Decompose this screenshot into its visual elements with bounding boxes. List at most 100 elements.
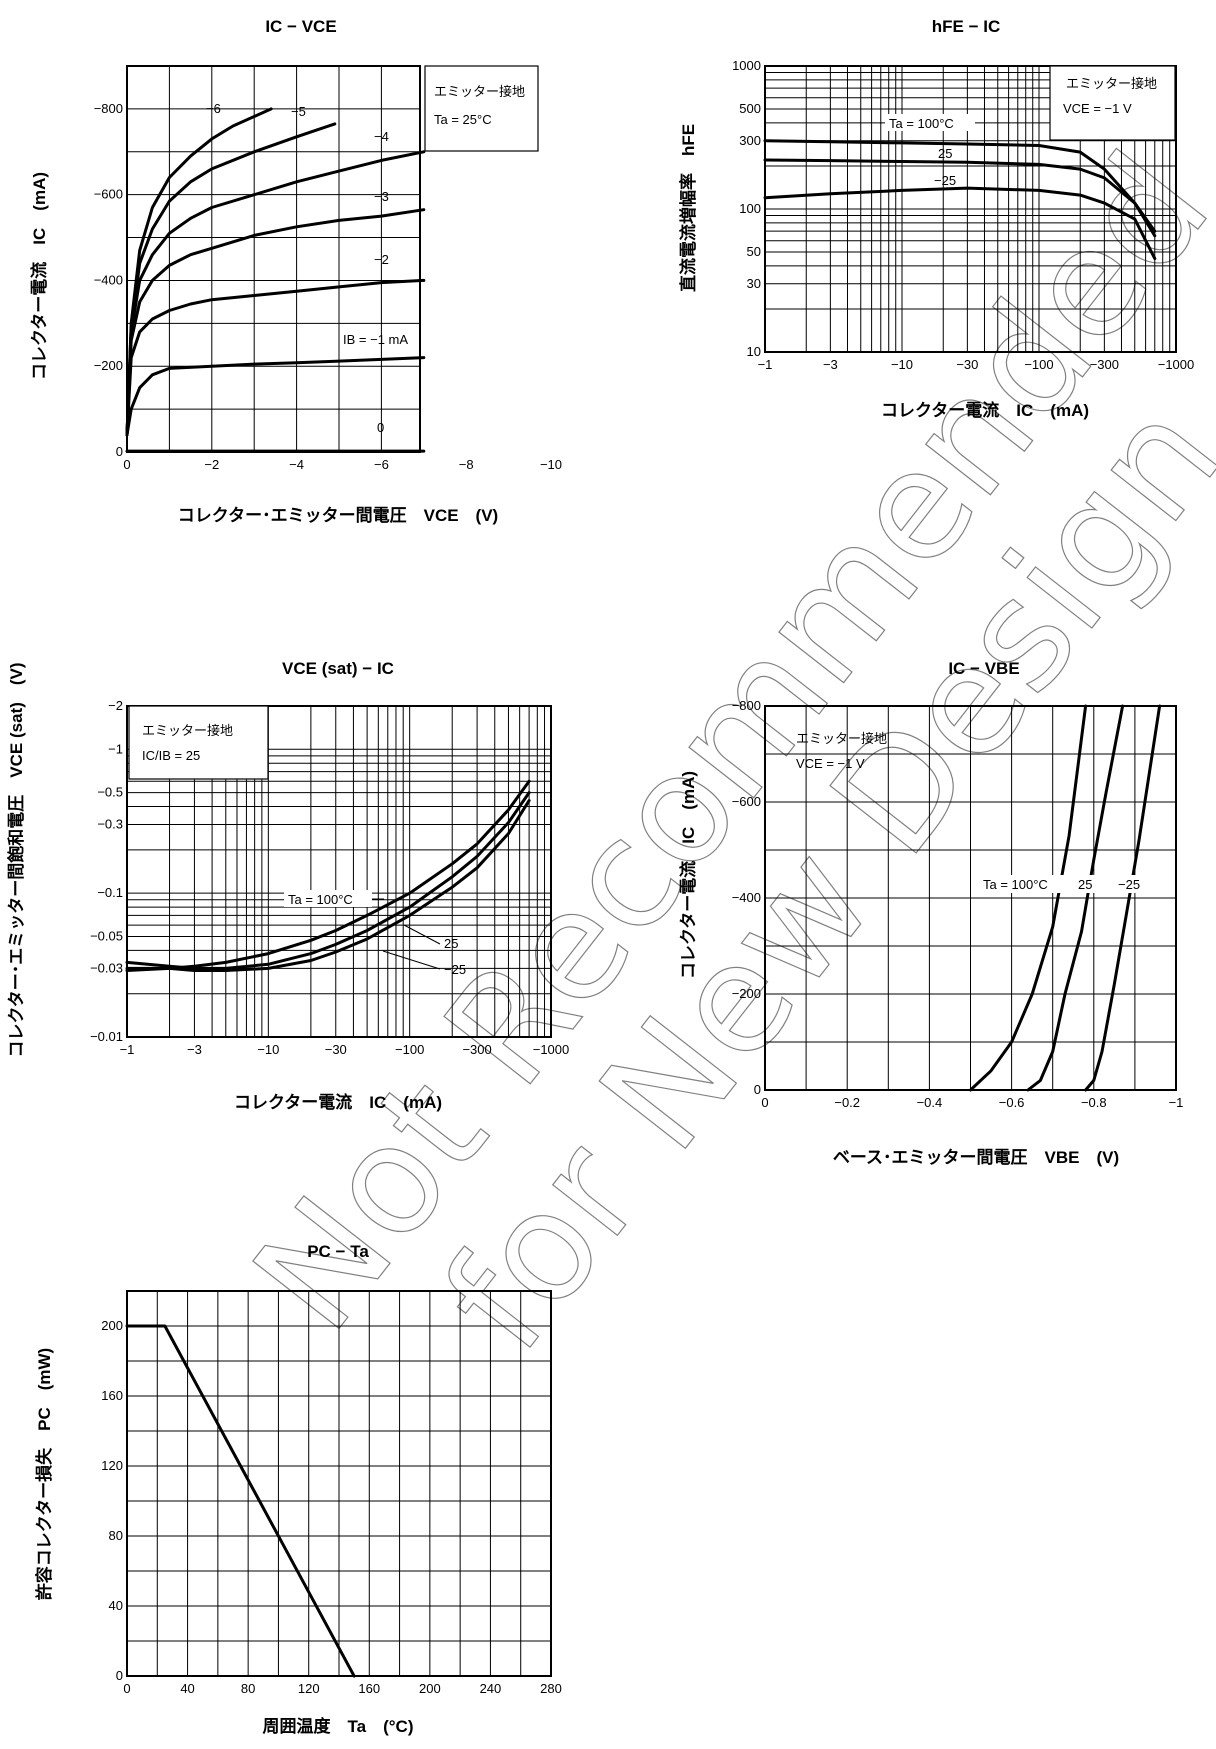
series-label-100: Ta = 100°C: [889, 116, 954, 131]
y-axis-label: 許容コレクター損失 PC (mW): [34, 1348, 54, 1600]
chart-grid: [126, 1290, 552, 1677]
legend-box: [128, 705, 269, 780]
x-tick-label: −1: [1169, 1095, 1184, 1110]
chart-hfe-ic: hFE − IC −1 −3 −10 −30 −100 −300 −1000 10 30 50 10…: [678, 17, 1194, 420]
y-tick-label: 0: [116, 444, 123, 459]
x-tick-label: −10: [540, 457, 562, 472]
chart-series: [125, 779, 531, 972]
x-tick-label: −1: [120, 1042, 135, 1057]
x-tick-label: 240: [480, 1681, 502, 1696]
x-tick-label: −1000: [1158, 357, 1195, 372]
label-leader: [403, 924, 441, 945]
x-tick-label: 0: [123, 1681, 130, 1696]
series-label-0: 0: [377, 420, 384, 435]
y-tick-label: −0.05: [90, 928, 123, 943]
series-line-1: [125, 791, 531, 970]
x-axis-label: コレクター電流 IC (mA): [234, 1092, 442, 1112]
series-label-m25: −25: [934, 173, 956, 188]
x-tick-label: −10: [257, 1042, 279, 1057]
x-tick-label: −100: [395, 1042, 424, 1057]
chart-grid: [126, 65, 421, 453]
plot-frame: [764, 65, 1177, 353]
x-axis-label: コレクター･エミッター間電圧 VCE (V): [178, 506, 498, 525]
y-tick-label: −400: [94, 272, 123, 287]
y-tick-label: 160: [101, 1388, 123, 1403]
chart-pc-ta: PC − Ta 0 40 80 120 160 200 240 280 0 40 80 120 160 2…: [34, 1242, 562, 1736]
y-tick-label: −0.5: [97, 785, 123, 800]
series-line-3: [125, 150, 426, 437]
y-axis-label: コレクター･エミッター間飽和電圧 VCE (sat) (V): [6, 662, 26, 1057]
y-axis-label: 直流電流増幅率 hFE: [678, 124, 698, 292]
legend-line-2: Ta = 25°C: [434, 112, 492, 127]
series-label-1: IB = −1 mA: [343, 332, 408, 347]
series-label-m25: −25: [1118, 877, 1140, 892]
series-label-3: −3: [374, 189, 389, 204]
x-tick-label: 40: [180, 1681, 194, 1696]
legend-line-2: VCE = −1 V: [1063, 101, 1132, 116]
x-tick-label: −0.8: [1081, 1095, 1107, 1110]
chart-ticks: 0 40 80 120 160 200 240 280 0 40 80 120 160 200: [101, 1318, 562, 1696]
x-tick-label: −30: [325, 1042, 347, 1057]
x-tick-label: −1: [758, 357, 773, 372]
chart-ticks: −1 −3 −10 −30 −100 −300 −1000 −2 −1 −0.5 −0.3 −0.1 −…: [90, 698, 569, 1057]
x-axis-label: コレクター電流 IC (mA): [881, 400, 1089, 420]
series-line-0: [125, 1324, 356, 1678]
label-bg: [1115, 875, 1147, 893]
series-label-6: −6: [206, 101, 221, 116]
legend-line-1: エミッター接地: [142, 723, 233, 738]
x-tick-label: −1000: [533, 1042, 570, 1057]
chart-title: IC − VCE: [265, 17, 336, 36]
chart-series: [125, 107, 426, 453]
x-axis-label: ベース･エミッター間電圧 VBE (V): [833, 1148, 1119, 1167]
y-tick-label: −0.3: [97, 817, 123, 832]
x-tick-label: 80: [241, 1681, 255, 1696]
series-line-1: [125, 278, 426, 437]
series-line-0: [125, 779, 531, 972]
series-label-25: 25: [1078, 877, 1092, 892]
plot-frame: [126, 1290, 552, 1677]
chart-ticks: −1 −3 −10 −30 −100 −300 −1000 10 30 50 100 300 500 10…: [732, 58, 1194, 372]
series-line-1: [763, 158, 1157, 233]
legend-line-1: エミッター接地: [1066, 76, 1157, 91]
chart-title: PC − Ta: [307, 1242, 369, 1261]
series-line-2: [125, 208, 426, 437]
y-tick-label: 10: [747, 344, 761, 359]
x-tick-label: 120: [298, 1681, 320, 1696]
x-tick-label: 200: [419, 1681, 441, 1696]
x-tick-label: −300: [1090, 357, 1119, 372]
series-line-1: [1026, 704, 1125, 1092]
chart-title: IC − VBE: [948, 659, 1019, 678]
legend-line-2: IC/IB = 25: [142, 748, 200, 763]
x-tick-label: −0.2: [834, 1095, 860, 1110]
y-tick-label: −200: [732, 986, 761, 1001]
y-tick-label: −1: [108, 741, 123, 756]
series-line-0: [763, 139, 1157, 238]
y-tick-label: −800: [94, 101, 123, 116]
x-tick-label: 160: [358, 1681, 380, 1696]
y-tick-label: −0.03: [90, 960, 123, 975]
y-tick-label: −0.1: [97, 885, 123, 900]
y-tick-label: −0.01: [90, 1029, 123, 1044]
watermark: Not Recommended for New Design: [221, 122, 1216, 1383]
series-line-0: [125, 356, 426, 437]
legend-line-1: エミッター接地: [434, 84, 525, 99]
series-label-25: 25: [938, 146, 952, 161]
series-line-0: [969, 704, 1088, 1092]
x-axis-label: 周囲温度 Ta (°C): [263, 1716, 414, 1736]
x-tick-label: −0.6: [999, 1095, 1025, 1110]
x-tick-label: −300: [462, 1042, 491, 1057]
legend-line-1: エミッター接地: [796, 731, 887, 746]
series-line-4: [125, 122, 337, 437]
y-tick-label: 50: [747, 244, 761, 259]
x-tick-label: −8: [459, 457, 474, 472]
series-line-2: [1084, 704, 1162, 1092]
y-tick-label: 300: [739, 133, 761, 148]
x-tick-label: −0.4: [917, 1095, 943, 1110]
y-tick-label: −2: [108, 698, 123, 713]
series-label-100: Ta = 100°C: [983, 877, 1048, 892]
series-line-2: [763, 186, 1157, 261]
legend-line-2: VCE = −1 V: [796, 756, 865, 771]
y-tick-label: 100: [739, 201, 761, 216]
chart-series: [969, 704, 1162, 1092]
